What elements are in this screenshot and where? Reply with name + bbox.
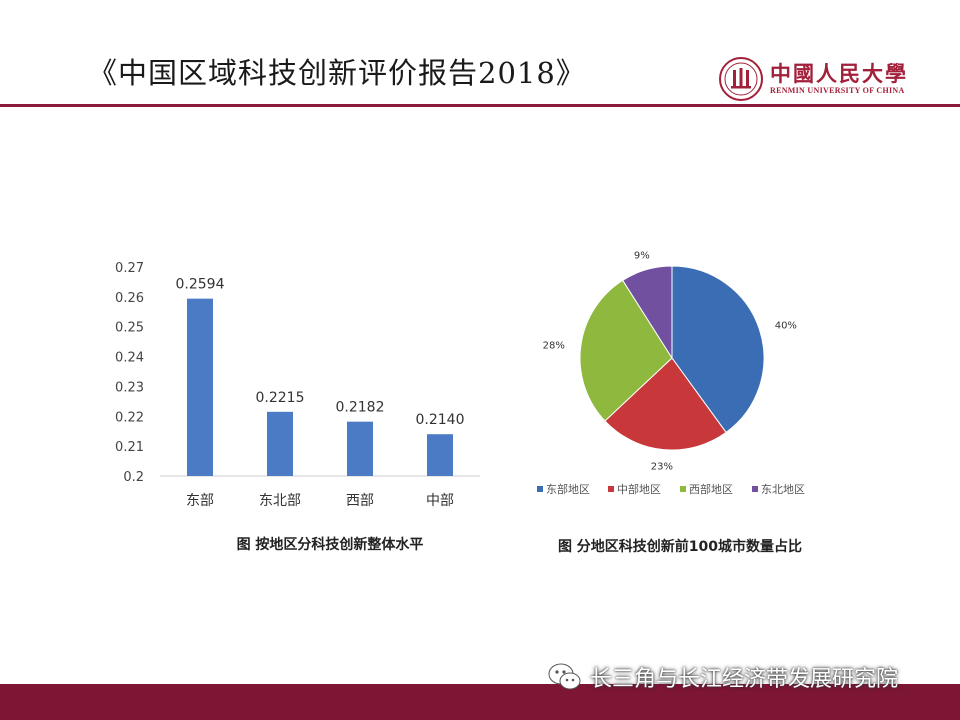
bar	[347, 421, 373, 476]
y-tick-label: 0.26	[115, 291, 144, 306]
legend-swatch	[752, 486, 758, 492]
pie-slice	[579, 279, 673, 422]
legend-swatch	[680, 486, 686, 492]
pie-slice	[604, 357, 727, 451]
bar	[187, 298, 213, 476]
bar-chart-caption: 图 按地区分科技创新整体水平	[236, 537, 424, 553]
y-tick-label: 0.24	[115, 351, 144, 366]
footer-bar	[0, 684, 960, 720]
legend-swatch	[608, 486, 614, 492]
bar-value-label: 0.2215	[256, 390, 305, 406]
watermark-text: 长三角与长江经济带发展研究院	[590, 667, 899, 692]
x-category-label: 中部	[426, 493, 454, 509]
x-category-label: 东部	[186, 493, 214, 509]
pie-value-label: 9%	[634, 250, 650, 261]
y-tick-label: 0.22	[115, 410, 144, 425]
wechat-icon	[548, 663, 581, 690]
bar	[267, 411, 293, 476]
pie-slice	[622, 265, 673, 360]
bar-value-label: 0.2594	[176, 277, 225, 293]
legend-swatch	[537, 486, 543, 492]
header-divider	[0, 104, 960, 107]
legend-label: 东北地区	[761, 483, 805, 496]
bar	[427, 434, 453, 476]
bar-value-label: 0.2182	[336, 400, 385, 416]
y-tick-label: 0.21	[115, 440, 144, 455]
pie-value-label: 23%	[651, 462, 673, 473]
legend-label: 中部地区	[617, 482, 661, 496]
pie-slice	[671, 265, 765, 434]
pie-value-label: 40%	[775, 321, 797, 332]
bar-chart: 0.2 0.21 0.22 0.23 0.24 0.25 0.26 0.27 0.2594 东部 0…	[115, 261, 480, 509]
bar-value-label: 0.2140	[416, 412, 465, 428]
y-tick-label: 0.23	[115, 380, 144, 395]
y-tick-label: 0.25	[115, 321, 144, 336]
y-tick-label: 0.27	[115, 261, 144, 276]
y-tick-label: 0.2	[123, 470, 144, 485]
legend-label: 西部地区	[689, 482, 733, 496]
x-category-label: 西部	[346, 493, 374, 509]
logo-name-en: RENMIN UNIVERSITY OF CHINA	[770, 86, 905, 95]
pie-chart: 40% 23% 28% 9% 东部地区 中部地区 西部地区 东北地区	[537, 250, 805, 496]
university-seal-icon	[719, 57, 763, 101]
logo-name-cn: 中國人民大學	[770, 61, 908, 86]
slide-title: 《中国区域科技创新评价报告2018》	[88, 56, 586, 90]
legend-label: 东部地区	[546, 482, 590, 496]
watermark: 长三角与长江经济带发展研究院	[548, 660, 898, 694]
x-category-label: 东北部	[259, 493, 301, 509]
university-logo: 中國人民大學 RENMIN UNIVERSITY OF CHINA	[718, 56, 938, 102]
pie-value-label: 28%	[543, 340, 565, 351]
pie-chart-caption: 图 分地区科技创新前100城市数量占比	[557, 539, 803, 555]
